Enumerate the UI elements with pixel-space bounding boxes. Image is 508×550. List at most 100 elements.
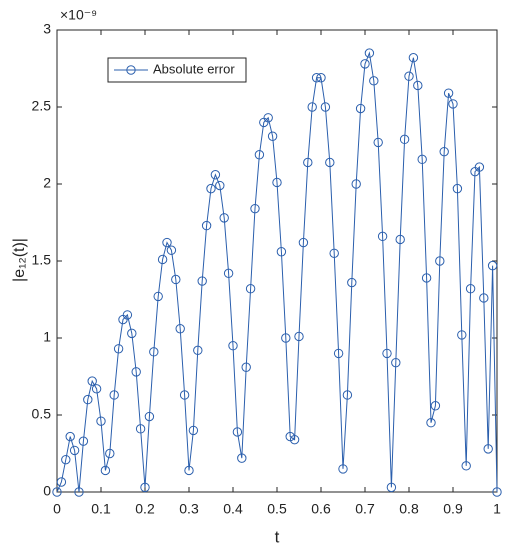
point-marker <box>435 256 445 266</box>
point-marker <box>329 248 339 259</box>
x-axis-label: t <box>275 527 280 546</box>
point-marker <box>162 237 172 248</box>
point-marker <box>333 348 344 359</box>
point-marker <box>294 331 304 342</box>
x-tick-label: 0.6 <box>311 501 331 517</box>
point-marker <box>395 234 405 245</box>
point-marker <box>483 444 493 454</box>
point-marker <box>109 390 119 400</box>
point-marker <box>197 276 207 286</box>
point-marker <box>83 394 93 405</box>
point-marker <box>364 48 375 58</box>
point-marker <box>65 431 75 442</box>
point-marker <box>74 487 84 497</box>
point-marker <box>421 273 432 283</box>
point-marker <box>479 293 489 303</box>
point-marker <box>201 220 212 231</box>
point-marker <box>351 179 361 189</box>
point-marker <box>430 401 441 411</box>
y-tick-label: 1 <box>43 329 51 345</box>
y-tick-label: 2 <box>43 175 51 191</box>
point-marker <box>179 390 190 400</box>
point-marker <box>373 137 383 148</box>
point-marker <box>113 344 124 354</box>
point-marker <box>56 477 67 487</box>
x-tick-label: 0.2 <box>135 501 155 517</box>
point-marker <box>254 150 265 160</box>
point-marker <box>100 465 111 476</box>
point-marker <box>245 284 256 294</box>
x-tick-label: 0 <box>53 501 61 517</box>
point-marker <box>487 260 498 271</box>
point-marker <box>320 102 331 112</box>
point-marker <box>461 461 471 471</box>
point-marker <box>140 482 150 493</box>
point-marker <box>250 203 260 214</box>
x-tick-label: 0.7 <box>355 501 375 517</box>
point-marker <box>465 284 476 294</box>
point-marker <box>188 425 199 436</box>
point-marker <box>105 448 115 459</box>
point-marker <box>311 73 322 83</box>
y-exponent: ×10⁻⁹ <box>60 7 97 23</box>
point-marker <box>175 324 185 334</box>
point-marker <box>87 376 97 386</box>
y-axis-label: |e₁₂(t)| <box>11 238 28 282</box>
point-marker <box>338 464 348 474</box>
point-marker <box>426 418 436 428</box>
point-marker <box>281 333 291 343</box>
x-tick-label: 0.1 <box>91 501 111 517</box>
legend-label: Absolute error <box>153 61 235 76</box>
point-marker <box>325 157 335 168</box>
x-tick-label: 0.9 <box>443 501 463 517</box>
point-marker <box>391 357 401 368</box>
point-marker <box>157 254 168 265</box>
x-tick-label: 0.3 <box>179 501 199 517</box>
y-tick-label: 2.5 <box>32 98 52 114</box>
point-marker <box>369 76 379 86</box>
point-marker <box>52 487 62 497</box>
y-tick-label: 3 <box>43 21 51 37</box>
point-marker <box>91 384 102 394</box>
point-marker <box>404 71 414 81</box>
point-marker <box>452 183 463 194</box>
point-marker <box>149 347 159 357</box>
x-tick-label: 0.8 <box>399 501 419 517</box>
point-marker <box>127 328 137 339</box>
point-marker <box>153 291 163 302</box>
point-marker <box>96 416 106 426</box>
point-marker <box>377 231 388 242</box>
legend-marker <box>126 65 136 75</box>
point-marker <box>272 177 282 188</box>
point-marker <box>443 88 454 98</box>
point-marker <box>399 134 410 145</box>
x-tick-label: 0.5 <box>267 501 287 517</box>
point-marker <box>413 80 423 91</box>
point-marker <box>219 213 229 223</box>
point-marker <box>215 180 225 191</box>
point-marker <box>360 59 370 69</box>
point-marker <box>69 445 80 456</box>
point-marker <box>193 345 203 356</box>
point-marker <box>232 427 243 437</box>
point-marker <box>382 348 392 359</box>
point-marker <box>171 274 181 285</box>
x-tick-label: 0.4 <box>223 501 243 517</box>
point-marker <box>241 362 251 372</box>
point-marker <box>61 454 71 465</box>
point-marker <box>78 436 89 446</box>
point-marker <box>386 482 397 493</box>
point-marker <box>131 367 141 377</box>
point-marker <box>298 237 309 248</box>
point-marker <box>448 99 458 109</box>
y-tick-label: 1.5 <box>32 252 52 268</box>
point-marker <box>417 154 427 165</box>
point-marker <box>237 453 247 463</box>
point-marker <box>492 487 502 497</box>
point-marker <box>223 268 234 279</box>
x-tick-label: 1 <box>493 501 501 517</box>
point-marker <box>263 113 273 123</box>
point-marker <box>457 330 467 340</box>
point-marker <box>303 157 313 168</box>
